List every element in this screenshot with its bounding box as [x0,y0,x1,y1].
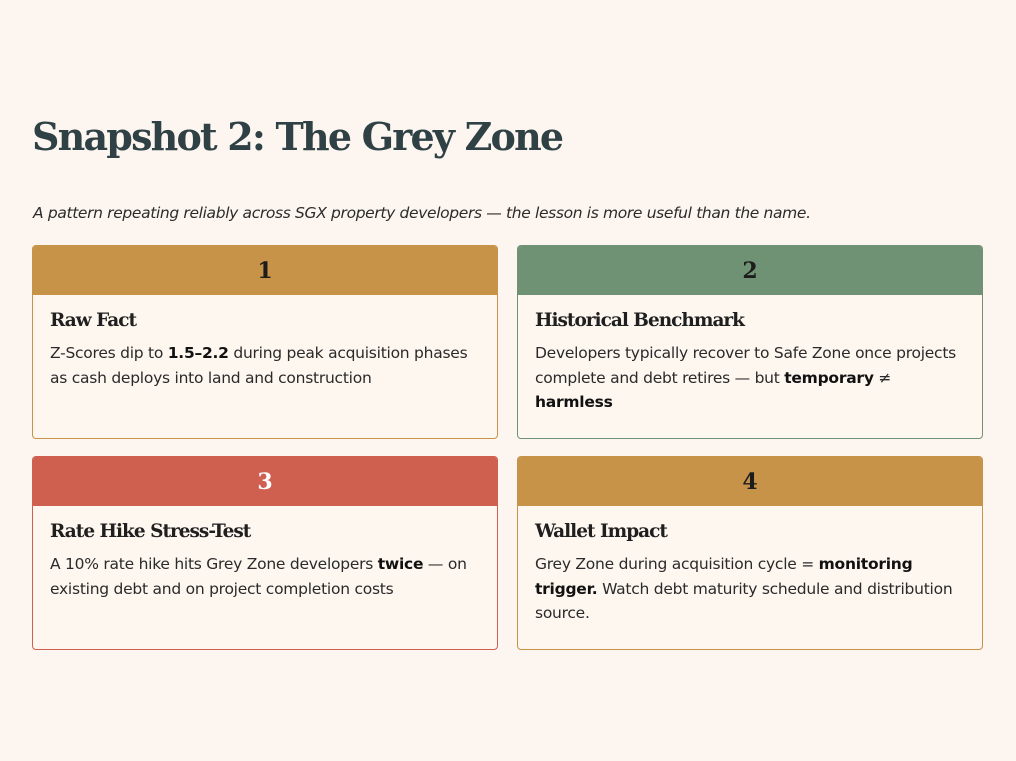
card-number-4: 4 [518,457,982,506]
card-title: Rate Hike Stress-Test [50,521,251,542]
card-number-2: 2 [518,246,982,295]
text-run: Z-Scores dip to [50,344,168,362]
card-number-1: 1 [33,246,497,295]
emphasis-text: twice [377,555,424,573]
text-run: ≠ [873,368,892,387]
card-body: Raw Fact Z-Scores dip to 1.5–2.2 during … [33,295,497,390]
emphasis-text: monitoring trigger. [535,555,913,598]
page-title: Snapshot 2: The Grey Zone [32,114,564,159]
text-run: Watch debt maturity schedule and distrib… [535,579,953,623]
emphasis-text: harmless [535,393,613,411]
text-run: Developers typically recover to Safe Zon… [535,344,956,387]
page-subtitle: A pattern repeating reliably across SGX … [33,204,811,222]
card-number-3: 3 [33,457,497,506]
emphasis-text: 1.5–2.2 [167,344,229,362]
text-run: during peak acquisition phases as cash d… [50,344,468,387]
card-text: Grey Zone during acquisition cycle = mon… [535,552,965,626]
card-text: A 10% rate hike hits Grey Zone developer… [50,552,480,601]
card-body: Wallet Impact Grey Zone during acquisiti… [518,506,982,626]
card-wallet-impact: 4 Wallet Impact Grey Zone during acquisi… [517,456,983,650]
card-text: Developers typically recover to Safe Zon… [535,341,965,415]
emphasis-text: temporary [784,368,874,387]
card-rate-hike-stress-test: 3 Rate Hike Stress-Test A 10% rate hike … [32,456,498,650]
text-run: Grey Zone during acquisition cycle = [535,555,819,573]
card-raw-fact: 1 Raw Fact Z-Scores dip to 1.5–2.2 durin… [32,245,498,439]
card-title: Wallet Impact [535,521,668,542]
card-title: Raw Fact [50,310,137,331]
card-historical-benchmark: 2 Historical Benchmark Developers typica… [517,245,983,439]
text-run: A 10% rate hike hits Grey Zone developer… [50,555,378,573]
card-body: Historical Benchmark Developers typicall… [518,295,982,415]
card-text: Z-Scores dip to 1.5–2.2 during peak acqu… [50,341,480,390]
card-title: Historical Benchmark [535,310,745,331]
card-body: Rate Hike Stress-Test A 10% rate hike hi… [33,506,497,601]
text-run: — on existing debt and on project comple… [50,555,467,598]
